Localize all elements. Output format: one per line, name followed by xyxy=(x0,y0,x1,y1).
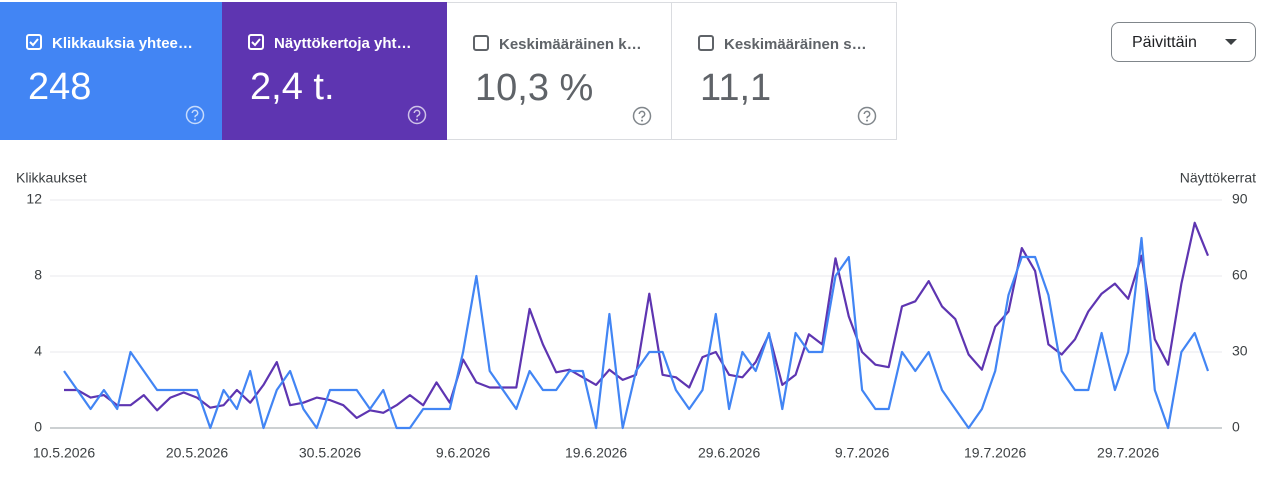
x-tick-label: 9.6.2026 xyxy=(436,445,491,461)
metric-card[interactable]: Keskimääräinen k… 10,3 % xyxy=(447,2,672,140)
y-tick-label: 0 xyxy=(34,419,42,435)
card-value: 2,4 t. xyxy=(250,66,335,108)
card-value: 248 xyxy=(28,66,92,108)
x-tick-label: 29.6.2026 xyxy=(698,445,760,461)
metric-card[interactable]: Keskimääräinen s… 11,1 xyxy=(672,2,897,140)
help-icon[interactable] xyxy=(632,106,652,126)
chart: Klikkaukset Näyttökerrat 0 4 8 12 0 30 60 90 10.5.… xyxy=(16,170,1256,461)
x-tick-label: 19.6.2026 xyxy=(565,445,627,461)
y2-tick-label: 30 xyxy=(1232,343,1248,359)
x-tick-label: 20.5.2026 xyxy=(166,445,228,461)
help-icon[interactable] xyxy=(857,106,877,126)
y-tick-label: 8 xyxy=(34,267,42,283)
y2-tick-label: 90 xyxy=(1232,191,1248,207)
checkbox[interactable] xyxy=(26,34,42,50)
help-icon[interactable] xyxy=(185,105,205,125)
series-line xyxy=(63,236,1210,430)
y2-tick-label: 0 xyxy=(1232,419,1240,435)
dropdown-label: Päivittäin xyxy=(1132,34,1197,51)
x-tick-label: 19.7.2026 xyxy=(964,445,1026,461)
card-label: Näyttökertoja yht… xyxy=(274,35,412,52)
checkbox[interactable] xyxy=(698,35,714,51)
x-tick-label: 10.5.2026 xyxy=(33,445,95,461)
metric-card[interactable]: Klikkauksia yhtee… 248 xyxy=(0,2,222,140)
checkbox[interactable] xyxy=(473,35,489,51)
metric-cards: Klikkauksia yhtee… 248 Näyttökertoja yht… 2… xyxy=(0,2,897,140)
x-tick-label: 30.5.2026 xyxy=(299,445,361,461)
y-tick-label: 12 xyxy=(26,191,42,207)
y-tick-label: 4 xyxy=(34,343,42,359)
y2-tick-label: 60 xyxy=(1232,267,1248,283)
series-line xyxy=(64,221,1210,419)
y-axis-title: Klikkaukset xyxy=(16,170,87,186)
metric-card[interactable]: Näyttökertoja yht… 2,4 t. xyxy=(222,2,447,140)
x-tick-label: 9.7.2026 xyxy=(835,445,890,461)
card-label: Keskimääräinen s… xyxy=(724,36,867,53)
card-value: 11,1 xyxy=(700,67,772,109)
dropdown-arrow xyxy=(1225,39,1237,45)
x-tick-label: 29.7.2026 xyxy=(1097,445,1159,461)
card-value: 10,3 % xyxy=(475,67,594,109)
card-label: Keskimääräinen k… xyxy=(499,36,642,53)
checkbox[interactable] xyxy=(248,34,264,50)
period-dropdown[interactable]: Päivittäin xyxy=(1111,22,1256,62)
help-icon[interactable] xyxy=(407,105,427,125)
card-label: Klikkauksia yhtee… xyxy=(52,35,193,52)
y2-axis-title: Näyttökerrat xyxy=(1180,170,1256,186)
